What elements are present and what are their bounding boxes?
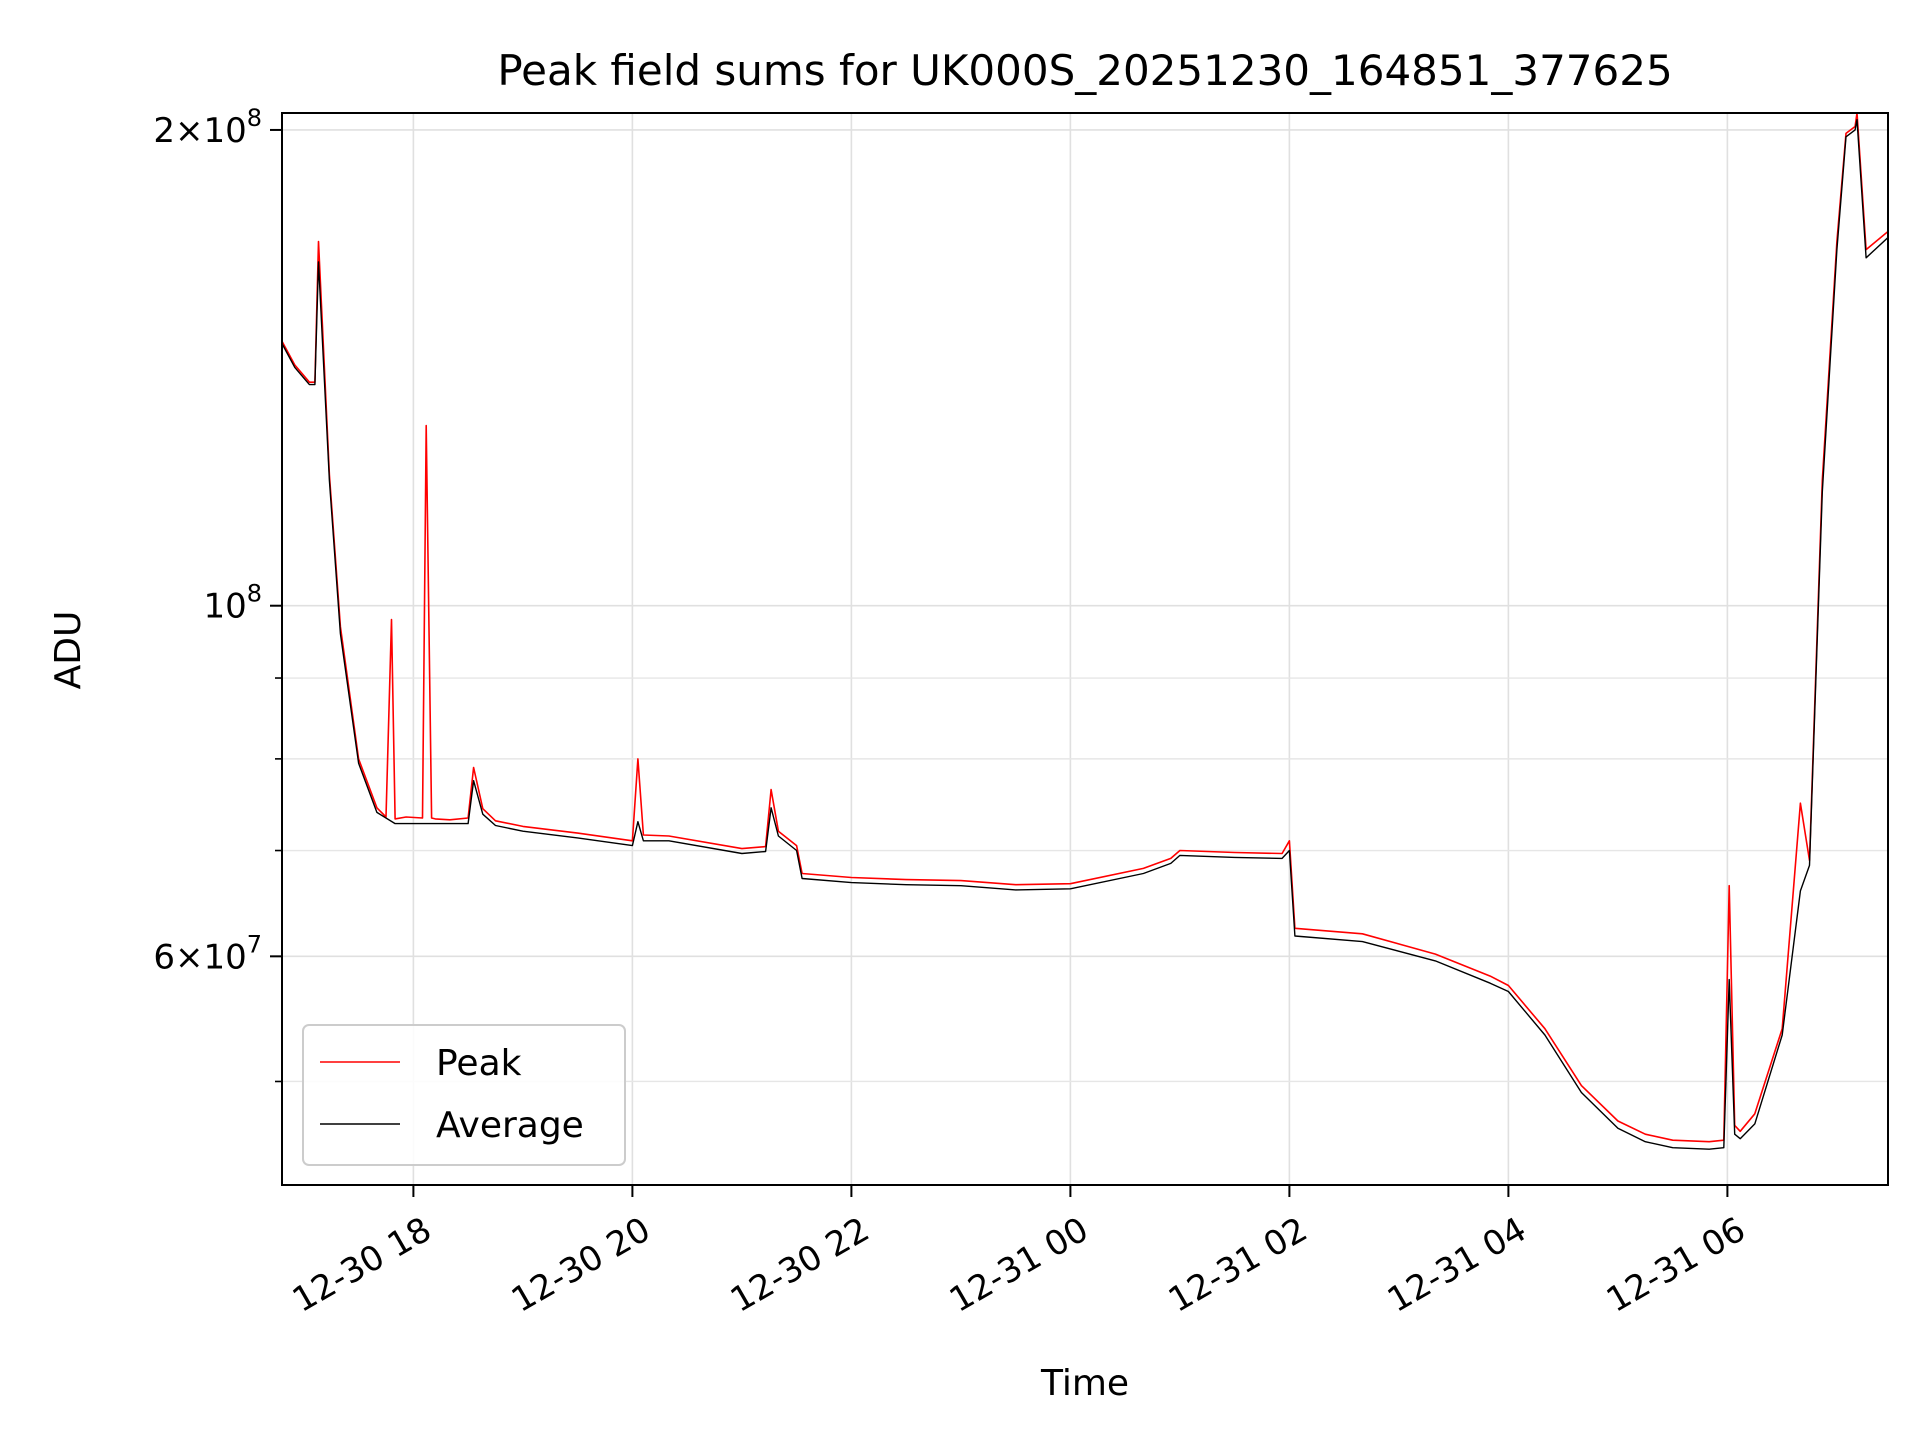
series-line-average: [282, 118, 1888, 1150]
legend-box: [302, 1024, 626, 1166]
y-tick-label: 6×107: [153, 930, 262, 977]
legend-average-label: Average: [436, 1105, 584, 1146]
series-lines: [282, 113, 1888, 1150]
grid-lines: [282, 113, 1888, 1185]
x-axis-label: Time: [1040, 1363, 1129, 1404]
y-axis-label: ADU: [48, 611, 89, 690]
y-tick-label: 2×108: [153, 104, 262, 151]
legend: Peak Average: [302, 1024, 626, 1166]
y-axis: 6×107 108 2×108: [153, 104, 282, 1083]
plot-frame: [281, 112, 1889, 1186]
y-tick-label: 108: [203, 580, 262, 627]
legend-peak-label: Peak: [436, 1043, 522, 1084]
chart-title: Peak field sums for UK000S_20251230_1648…: [497, 46, 1672, 95]
series-line-peak: [282, 113, 1888, 1143]
